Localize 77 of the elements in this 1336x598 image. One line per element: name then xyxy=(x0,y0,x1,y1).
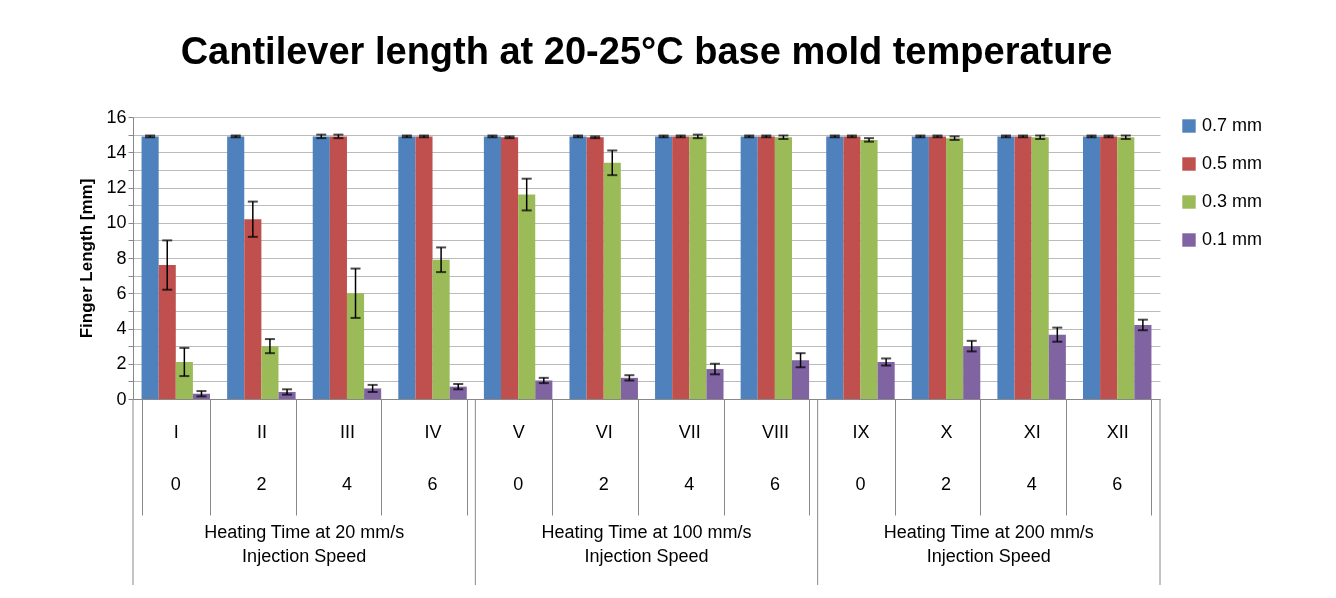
bar xyxy=(963,346,981,399)
bar xyxy=(928,136,947,399)
x-tick-label: V xyxy=(512,421,525,442)
text: 6 xyxy=(1112,474,1123,494)
x-tick-label: XII xyxy=(1106,421,1129,442)
x-tick-label: XI xyxy=(1023,421,1041,442)
bar xyxy=(740,136,758,399)
bar xyxy=(569,136,587,399)
y-tick-label: 6 xyxy=(116,282,127,303)
chart-title: Cantilever length at 20-25°C base mold temperature xyxy=(180,30,1113,72)
text: Heating Time at 20 mm/s Injection Speed xyxy=(204,522,405,566)
y-tick-label: 14 xyxy=(106,141,127,162)
bar xyxy=(175,361,193,399)
x-tick-label: VIII xyxy=(761,421,789,442)
y-tick-label: 10 xyxy=(106,212,127,233)
bar xyxy=(997,136,1015,399)
text: 4 xyxy=(684,474,695,494)
bar xyxy=(1014,136,1032,399)
y-tick-label: 12 xyxy=(106,177,127,197)
legend-label: 0.3 mm xyxy=(1202,191,1263,211)
x-tick-label: IX xyxy=(852,421,870,442)
bar xyxy=(518,194,536,399)
x-tick-label: I xyxy=(173,421,179,442)
x-tick-label: IV xyxy=(424,421,442,442)
bar xyxy=(1134,324,1152,399)
y-tick-label: 0 xyxy=(116,388,127,409)
text: 2 xyxy=(598,474,609,494)
text: 6 xyxy=(427,474,438,494)
bar xyxy=(227,136,245,399)
bar xyxy=(346,293,365,399)
x-tick-label: X xyxy=(940,421,953,442)
bar xyxy=(415,136,433,399)
text: 0 xyxy=(170,474,181,494)
legend-label: 0.5 mm xyxy=(1202,153,1263,173)
bar xyxy=(141,136,159,399)
bar xyxy=(603,162,621,399)
x-tick-label: III xyxy=(339,421,355,442)
y-tick-label: 8 xyxy=(116,247,127,268)
bar xyxy=(1082,136,1101,399)
bar xyxy=(432,259,450,399)
y-axis-title: Finger Length [mm] xyxy=(77,178,97,339)
text: 6 xyxy=(769,474,780,494)
y-tick-label: 16 xyxy=(106,106,127,127)
text: 4 xyxy=(1026,474,1037,494)
text: 2 xyxy=(941,474,952,494)
bar xyxy=(501,137,519,399)
text: Heating Time at 100 mm/s Injection Speed xyxy=(541,522,752,566)
text: 2 xyxy=(256,474,267,494)
bar xyxy=(860,139,878,399)
x-tick-label: VI xyxy=(595,421,613,442)
bar xyxy=(158,265,176,399)
y-tick-label: 2 xyxy=(116,353,127,374)
x-tick-label: II xyxy=(256,421,267,442)
bar xyxy=(911,136,929,399)
text: Heating Time at 200 mm/s Injection Speed xyxy=(883,522,1094,566)
bar xyxy=(791,360,810,399)
bar xyxy=(946,138,964,399)
bar xyxy=(398,136,416,399)
bar xyxy=(706,369,724,399)
legend-label: 0.1 mm xyxy=(1202,229,1263,249)
y-tick-label: 4 xyxy=(116,318,127,338)
bar xyxy=(586,137,604,399)
bar xyxy=(244,219,262,399)
bar xyxy=(672,136,690,399)
text: 4 xyxy=(341,474,352,494)
text: 0 xyxy=(513,474,524,494)
legend-label: 0.7 mm xyxy=(1202,115,1263,135)
bar xyxy=(655,136,673,399)
x-tick-label: VII xyxy=(678,421,701,442)
bar xyxy=(261,346,279,399)
text: 0 xyxy=(855,474,866,494)
bar xyxy=(1048,334,1066,399)
bar xyxy=(757,136,775,399)
bar xyxy=(843,136,861,399)
bar xyxy=(826,136,844,399)
bar xyxy=(483,136,502,399)
bar xyxy=(1100,136,1118,399)
